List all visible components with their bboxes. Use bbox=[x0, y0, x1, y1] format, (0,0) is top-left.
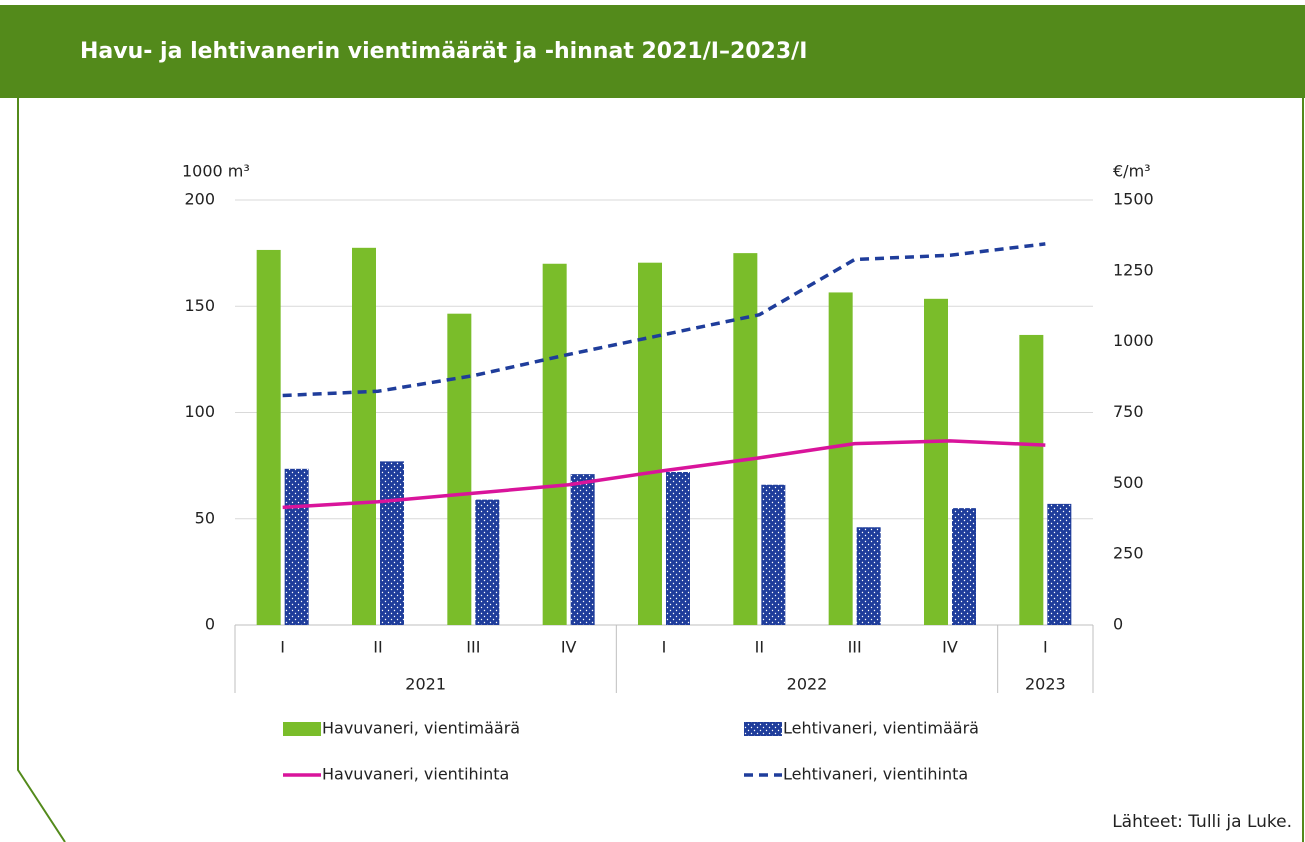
y2-tick-label: 750 bbox=[1113, 402, 1144, 421]
legend-swatch bbox=[283, 722, 321, 736]
frame-left bbox=[17, 98, 66, 842]
bar bbox=[828, 292, 853, 625]
x-tick-label: I bbox=[662, 638, 667, 657]
header-band bbox=[0, 5, 1305, 98]
line bbox=[282, 242, 1046, 398]
bar bbox=[924, 298, 948, 625]
y-tick-label: 200 bbox=[184, 190, 215, 209]
y2-tick-label: 1500 bbox=[1113, 190, 1154, 209]
bar bbox=[284, 468, 309, 625]
bar bbox=[380, 461, 404, 625]
group-label: 2022 bbox=[787, 675, 828, 694]
x-tick-label: IV bbox=[942, 638, 958, 657]
legend-label: Lehtivaneri, vientimäärä bbox=[783, 719, 979, 738]
line bbox=[282, 439, 1046, 510]
y2-tick-label: 500 bbox=[1113, 473, 1144, 492]
x-tick-label: II bbox=[755, 638, 764, 657]
y2-axis-label: €/m³ bbox=[1113, 162, 1151, 181]
y-axis-label: 1000 m³ bbox=[182, 162, 250, 181]
y2-tick-label: 250 bbox=[1113, 544, 1144, 563]
legend-swatch bbox=[744, 722, 782, 736]
legend-label: Havuvaneri, vientimäärä bbox=[322, 719, 520, 738]
x-tick-label: III bbox=[466, 638, 480, 657]
x-tick-label: IV bbox=[561, 638, 577, 657]
x-tick-label: I bbox=[1043, 638, 1048, 657]
bar bbox=[570, 474, 595, 625]
source: Lähteet: Tulli ja Luke. bbox=[1112, 812, 1292, 832]
y2-tick-label: 1250 bbox=[1113, 260, 1154, 279]
y-tick-label: 50 bbox=[195, 508, 215, 527]
bar bbox=[856, 527, 881, 625]
legend-label: Havuvaneri, vientihinta bbox=[322, 765, 509, 784]
bar bbox=[475, 499, 500, 625]
y2-tick-label: 0 bbox=[1113, 615, 1123, 634]
bar bbox=[256, 249, 281, 625]
legend-label: Lehtivaneri, vientihinta bbox=[783, 765, 968, 784]
bar bbox=[1019, 334, 1044, 625]
x-tick-label: III bbox=[848, 638, 862, 657]
bar bbox=[1047, 503, 1072, 625]
bar bbox=[761, 484, 786, 625]
x-tick-label: I bbox=[280, 638, 285, 657]
y-tick-label: 100 bbox=[184, 402, 215, 421]
bar bbox=[447, 313, 472, 625]
group-label: 2023 bbox=[1025, 675, 1066, 694]
bar bbox=[733, 253, 758, 625]
bar bbox=[352, 247, 376, 625]
x-tick-label: II bbox=[373, 638, 382, 657]
chart-title: Havu- ja lehtivanerin vientimäärät ja -h… bbox=[80, 39, 807, 64]
bar bbox=[666, 472, 690, 625]
bar bbox=[952, 508, 976, 625]
y2-tick-label: 1000 bbox=[1113, 331, 1154, 350]
group-label: 2021 bbox=[405, 675, 446, 694]
y-tick-label: 150 bbox=[184, 296, 215, 315]
bar bbox=[638, 262, 662, 625]
bar bbox=[542, 263, 567, 625]
y-tick-label: 0 bbox=[205, 615, 215, 634]
